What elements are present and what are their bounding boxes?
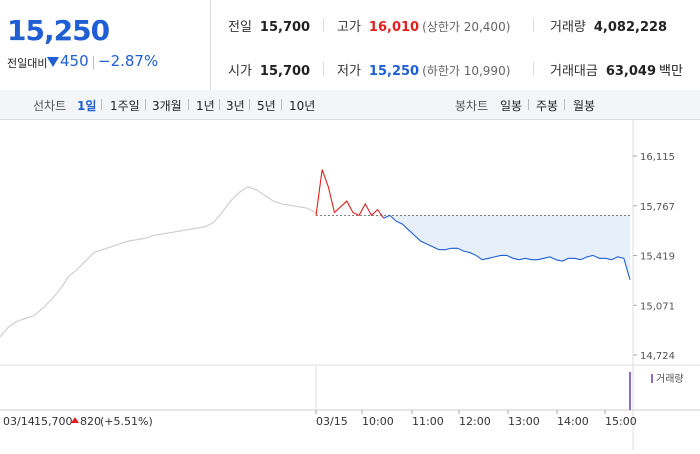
stat-low: 저가 15,250 (하한가 10,990) [337,60,510,79]
tab-weekly[interactable]: 주봉 [536,99,559,113]
tab-divider [528,99,529,110]
tab-divider [145,99,146,110]
price-box: 15,250 전일대비 450 −2.87% [0,0,211,90]
stat-label: 시가 [228,64,252,79]
stat-label: 거래량 [550,20,586,35]
tab-divider [188,99,189,110]
y-tick-label: 15,767 [640,202,675,213]
tab-daily[interactable]: 일봉 [500,99,523,113]
stat-label: 거래대금 [550,64,598,79]
below-close-fill [316,215,630,280]
stat-label: 저가 [337,64,361,79]
x-tick-label: 03/15 [316,415,348,428]
quote-header: 15,250 전일대비 450 −2.87% 전일 15,700 고가 16,010… [0,0,700,91]
divider [323,18,324,32]
stat-value: 4,082,228 [593,20,668,35]
y-tick-label: 14,724 [640,351,675,362]
divider [323,62,324,76]
down-triangle-icon [47,57,59,67]
stat-value: 15,700 [259,20,311,35]
stat-high: 고가 16,010 (상한가 20,400) [337,16,510,35]
volume-legend-label: 거래량 [656,373,684,385]
stat-value: 63,049 [605,64,657,79]
stat-unit: 백만 [659,64,683,79]
stat-trade-value: 거래대금 63,049 백만 [550,60,683,79]
x-tick-label: 14:00 [557,415,589,428]
line-chart-label: 선차트 [33,99,67,113]
x-tick-label: 11:00 [412,415,444,428]
tab-1d[interactable]: 1일 [77,99,97,113]
stat-value: 15,700 [259,64,311,79]
up-triangle-icon [71,417,79,423]
candle-chart-label: 봉차트 [455,99,489,113]
x-tick-label: 12:00 [459,415,491,428]
y-tick-label: 15,071 [640,301,675,312]
y-tick-label: 15,419 [640,252,675,263]
current-price: 15,250 [7,14,110,47]
tab-10y[interactable]: 10년 [289,99,316,113]
change-value: 450 [60,52,89,70]
lower-limit: (하한가 10,990) [422,64,511,78]
x-tick-label: 10:00 [362,415,394,428]
stat-open: 시가 15,700 [228,60,310,79]
tab-divider [101,99,102,110]
today-line-up [315,169,385,219]
prev-day-line [0,186,317,338]
tab-1y[interactable]: 1년 [196,99,215,113]
tab-3m[interactable]: 3개월 [152,99,182,113]
today-line-down [383,214,631,280]
stat-prev-close: 전일 15,700 [228,16,310,35]
prev-day-percent: (+5.51%) [100,415,153,428]
tab-divider [281,99,282,110]
upper-limit: (상한가 20,400) [422,20,511,34]
volume-legend-marker [651,374,653,383]
divider [533,18,534,32]
tab-divider [249,99,250,110]
stat-value: 15,250 [368,64,420,79]
volume-bar [629,372,631,410]
stat-label: 고가 [337,20,361,35]
stat-value: 16,010 [368,20,420,35]
tab-5y[interactable]: 5년 [257,99,276,113]
tab-monthly[interactable]: 월봉 [573,99,596,113]
stat-label: 전일 [228,20,252,35]
divider [533,62,534,76]
tab-divider [219,99,220,110]
prev-day-change: 820 [80,415,101,428]
change-percent: −2.87% [98,52,159,70]
tab-3y[interactable]: 3년 [226,99,245,113]
tab-divider [564,99,565,110]
y-tick-label: 16,115 [640,152,675,163]
change-divider [93,56,94,69]
x-tick-label: 15:00 [605,415,637,428]
change-label: 전일대비 [7,57,48,70]
period-tabs: 선차트 1일 1주일 3개월 1년 3년 5년 10년 봉차트 일봉 주봉 월봉 [0,90,700,120]
x-tick-label: 13:00 [508,415,540,428]
price-chart[interactable]: 16,115 15,767 15,419 15,071 14,724 거래량 03/14 15… [0,120,700,450]
prev-day-price: 15,700 [34,415,73,428]
tab-1w[interactable]: 1주일 [110,99,140,113]
prev-day-date: 03/14 [3,415,35,428]
stat-volume: 거래량 4,082,228 [550,16,667,35]
